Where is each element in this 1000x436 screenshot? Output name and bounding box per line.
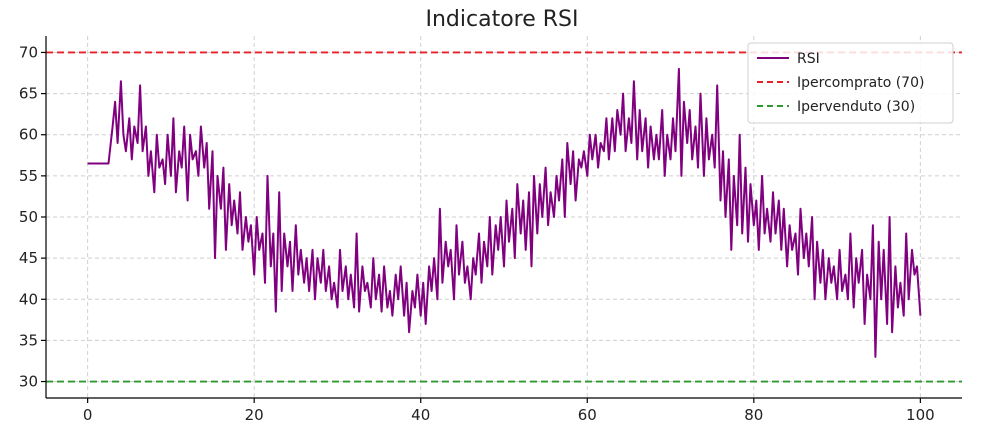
y-tick-label: 45 [19, 249, 38, 267]
legend-label-rsi: RSI [797, 51, 820, 67]
y-tick-label: 70 [19, 43, 38, 61]
legend-box [747, 42, 954, 124]
x-tick-label: 80 [744, 406, 763, 424]
legend-label-ipervenduto: Ipervenduto (30) [797, 99, 915, 115]
chart-title: Indicatore RSI [425, 7, 578, 32]
legend: RSI Ipercomprato (70) Ipervenduto (30) [747, 42, 954, 124]
x-tick-label: 20 [245, 406, 264, 424]
legend-label-ipercomprato: Ipercomprato (70) [797, 75, 924, 91]
y-tick-label: 30 [19, 373, 38, 391]
series-line-rsi [87, 67, 922, 358]
x-tick-label: 100 [906, 406, 935, 424]
data-series [87, 67, 922, 358]
y-tick-label: 65 [19, 85, 38, 103]
y-tick-label: 50 [19, 208, 38, 226]
x-axis-ticks: 0 20 40 60 80 100 [83, 398, 935, 424]
x-tick-label: 60 [578, 406, 597, 424]
x-tick-label: 40 [411, 406, 430, 424]
y-tick-label: 60 [19, 126, 38, 144]
y-axis-ticks: 30 35 40 45 50 55 60 65 70 [19, 43, 46, 391]
y-tick-label: 40 [19, 290, 38, 308]
y-tick-label: 55 [19, 167, 38, 185]
x-tick-label: 0 [83, 406, 93, 424]
y-tick-label: 35 [19, 331, 38, 349]
